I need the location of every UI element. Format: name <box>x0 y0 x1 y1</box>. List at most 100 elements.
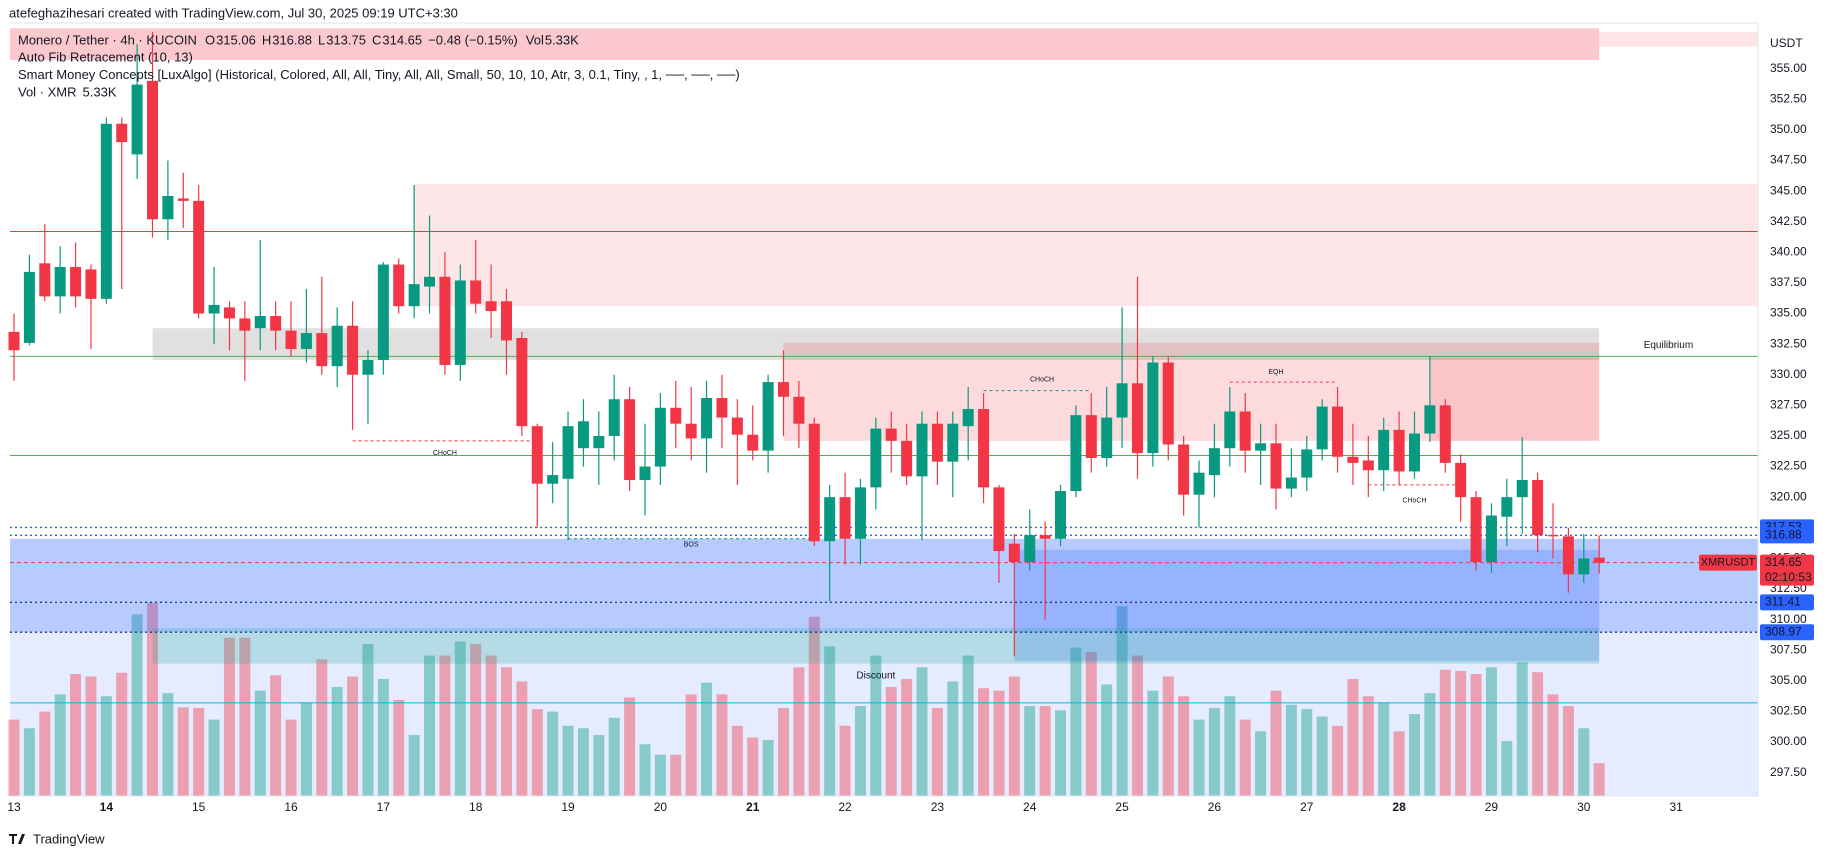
volume-bar <box>285 719 297 796</box>
annotation: BOS <box>684 542 699 549</box>
price-tag-label: 316.88 <box>1765 528 1802 542</box>
candle-body <box>85 269 97 299</box>
candle-body <box>1593 557 1605 563</box>
volume-bar <box>639 744 651 796</box>
volume-bar <box>1285 704 1297 796</box>
volume-bar <box>1408 714 1420 796</box>
volume-bar <box>778 707 789 796</box>
logo-mark <box>9 834 25 844</box>
volume-bar <box>116 672 128 796</box>
candle-body <box>424 276 436 287</box>
symbol: Monero / Tether · 4h · KUCOIN <box>18 32 197 47</box>
volume-bar <box>254 690 266 796</box>
price-tag-label: 308.97 <box>1765 624 1802 638</box>
y-tick-label: 340.00 <box>1770 244 1807 258</box>
brand-logo: TradingView <box>9 831 105 846</box>
candle-body <box>670 407 682 424</box>
candle-body <box>100 123 112 299</box>
volume-bar <box>347 676 359 796</box>
candle-body <box>1224 411 1236 449</box>
price-tag-label: 314.65 <box>1765 555 1802 569</box>
candle-body <box>916 423 928 477</box>
volume-bar <box>316 659 328 796</box>
candle-body <box>1101 417 1113 458</box>
candle-body <box>1439 405 1451 463</box>
candle-body <box>1162 362 1174 445</box>
volume-bar <box>670 754 682 796</box>
candle-body <box>947 423 959 462</box>
volume-bar <box>577 728 589 796</box>
y-tick-label: 337.50 <box>1770 275 1807 289</box>
volume-bar <box>1239 719 1251 796</box>
volume-bar <box>1439 669 1451 796</box>
candle-body <box>1516 480 1528 498</box>
price-tag <box>1760 554 1814 586</box>
annotation: EQH <box>1268 369 1283 376</box>
x-tick-label: 27 <box>1300 800 1314 814</box>
volume-bar <box>1593 763 1605 796</box>
y-tick-label: 322.50 <box>1770 459 1807 473</box>
candle-body <box>1455 462 1467 498</box>
candle-body <box>839 497 851 539</box>
ohlc-value: 315.06 <box>216 32 256 47</box>
candle-body <box>885 428 897 441</box>
x-tick-label: 16 <box>284 800 298 814</box>
candle-body <box>1193 472 1205 495</box>
volume-bar <box>377 678 389 796</box>
y-tick-label: 347.50 <box>1770 153 1807 167</box>
volume-bar <box>547 711 559 796</box>
candle-body <box>1378 429 1390 471</box>
x-tick-label: 23 <box>931 800 945 814</box>
y-tick-label: 342.50 <box>1770 214 1807 228</box>
candle-body <box>747 434 759 451</box>
volume-bar <box>1008 676 1020 796</box>
volume-bar <box>808 616 820 796</box>
volume-bar <box>331 686 343 796</box>
volume-bar <box>39 711 51 796</box>
volume-bar <box>454 641 466 796</box>
volume-bar <box>239 637 251 796</box>
volume-bar <box>1347 678 1359 796</box>
volume-bar <box>839 725 851 796</box>
candle-body <box>1393 429 1405 472</box>
candle-body <box>1178 444 1190 495</box>
y-tick-label: 350.00 <box>1770 122 1807 136</box>
volume-bar <box>70 674 82 796</box>
zone <box>10 632 1758 796</box>
candle-body <box>1070 415 1082 492</box>
zone <box>10 538 1758 633</box>
volume-bar <box>1024 706 1036 796</box>
candle-body <box>685 423 697 439</box>
volume-bar <box>1147 690 1159 796</box>
candle-body <box>516 338 528 427</box>
candle-body <box>285 330 297 350</box>
volume-bar <box>1085 651 1097 796</box>
candle-body <box>23 271 35 343</box>
volume-bar <box>685 694 697 796</box>
candle-body <box>316 333 328 367</box>
volume-bar <box>762 739 774 796</box>
volume-bar <box>747 737 759 796</box>
volume-bar <box>901 678 913 796</box>
candle-body <box>208 304 220 314</box>
candle-body <box>593 435 605 449</box>
candle-body <box>854 487 866 539</box>
volume-bar <box>716 694 728 796</box>
candle-body <box>993 487 1005 552</box>
candle-body <box>716 397 728 418</box>
watermark: atefeghazihesari created with TradingVie… <box>9 5 458 20</box>
x-tick-label: 29 <box>1485 800 1499 814</box>
x-tick-label: 30 <box>1577 800 1591 814</box>
x-tick-label: 26 <box>1208 800 1222 814</box>
y-tick-label: 330.00 <box>1770 367 1807 381</box>
indicator: Smart Money Concepts [LuxAlgo] (Historic… <box>18 67 740 82</box>
candle-body <box>1008 543 1020 563</box>
candle-body <box>54 266 66 297</box>
indicator-value: 5.33K <box>83 84 117 99</box>
volume-bar <box>500 667 512 796</box>
x-tick-label: 21 <box>746 800 760 814</box>
volume-bar <box>993 690 1005 796</box>
candle-body <box>39 263 51 297</box>
zone <box>1429 356 1600 441</box>
ohlc-key: L <box>318 32 325 47</box>
